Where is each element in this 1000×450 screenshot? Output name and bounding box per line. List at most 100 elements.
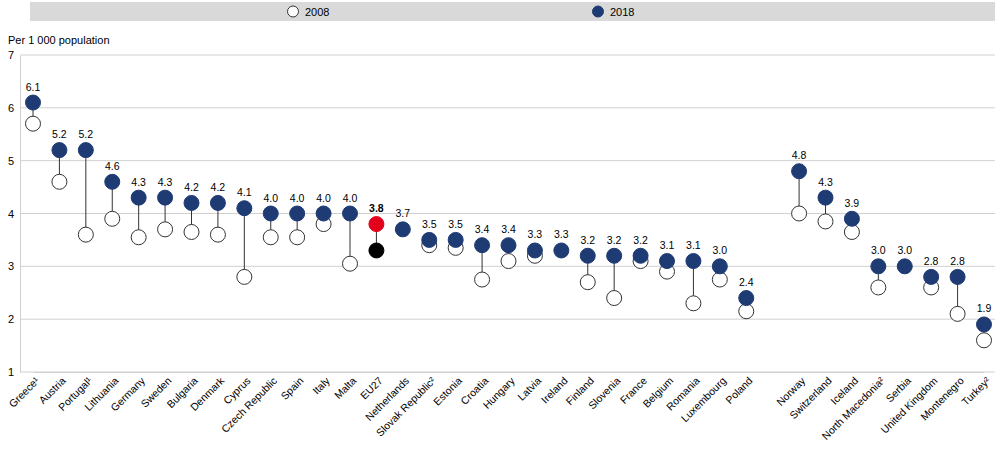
stem: [85, 150, 86, 235]
dot: [739, 291, 754, 306]
data-label: 3.3: [528, 228, 543, 240]
x-tick-label: Slovak Republic²: [373, 374, 438, 439]
data-label: 4.2: [211, 181, 226, 193]
x-axis: Greece¹AustriaPortugal¹LithuaniaGermanyS…: [6, 372, 993, 442]
dot: [131, 190, 146, 205]
dot: [78, 143, 93, 158]
x-tick: Slovenia: [586, 372, 623, 411]
dot: [501, 238, 516, 253]
dot: [237, 269, 252, 284]
x-tick: Estonia: [431, 372, 464, 408]
x-tick-label: Greece¹: [6, 374, 42, 410]
x-tick: Denmark: [188, 372, 227, 413]
data-label: 3.4: [475, 223, 490, 235]
y-tick: 7: [8, 49, 20, 61]
data-label: 4.0: [316, 192, 331, 204]
dot: [712, 259, 727, 274]
dot: [184, 224, 199, 239]
x-tick-label: Spain: [278, 374, 306, 402]
dot: [792, 206, 807, 221]
dot: [580, 248, 595, 263]
y-tick: 1: [8, 366, 20, 378]
data-label: 3.0: [871, 244, 886, 256]
dot: [369, 217, 384, 232]
x-tick: Slovak Republic²: [373, 372, 438, 439]
data-label: 3.1: [660, 239, 675, 251]
y-tick-label: 7: [8, 49, 14, 61]
stem: [244, 208, 245, 277]
legend-label: 2008: [305, 6, 329, 18]
x-tick: Malta: [332, 372, 359, 401]
x-tick-label: Estonia: [431, 374, 464, 407]
x-tick: Spain: [278, 372, 306, 402]
dot: [580, 275, 595, 290]
dot: [263, 230, 278, 245]
dot: [475, 272, 490, 287]
grid-line: [20, 372, 995, 373]
data-label: 4.8: [792, 149, 807, 161]
dot: [924, 269, 939, 284]
dot: [105, 211, 120, 226]
y-axis-title: Per 1 000 population: [8, 34, 110, 46]
stems: [33, 103, 984, 341]
data-label: 6.1: [26, 81, 41, 93]
data-label: 3.0: [897, 244, 912, 256]
dot: [78, 227, 93, 242]
x-tick: Hungary: [480, 372, 517, 411]
dot: [818, 214, 833, 229]
y-tick: 5: [8, 155, 20, 167]
data-label: 2.4: [739, 276, 754, 288]
dot: [131, 230, 146, 245]
data-label: 3.5: [448, 218, 463, 230]
y-tick-label: 1: [8, 366, 14, 378]
data-label: 4.0: [263, 192, 278, 204]
x-tick-label: Denmark: [188, 374, 227, 413]
dot: [158, 222, 173, 237]
dot: [210, 195, 225, 210]
y-tick-label: 5: [8, 155, 14, 167]
dot: [607, 248, 622, 263]
data-label: 3.1: [686, 239, 701, 251]
data-label: 2.8: [924, 255, 939, 267]
data-label: 4.0: [343, 192, 358, 204]
data-label: 2.8: [950, 255, 965, 267]
dot: [52, 174, 67, 189]
dot: [237, 201, 252, 216]
data-label: 3.5: [422, 218, 437, 230]
dot: [527, 243, 542, 258]
data-label: 3.9: [845, 197, 860, 209]
dot: [686, 296, 701, 311]
x-tick-label: Czech Republic: [219, 374, 279, 434]
dot: [475, 238, 490, 253]
legend-marker: [288, 6, 299, 17]
data-label: 3.7: [396, 207, 411, 219]
y-tick: 4: [8, 208, 20, 220]
y-axis: 1234567: [8, 49, 21, 378]
x-tick: Switzerland: [787, 372, 834, 421]
dot: [871, 280, 886, 295]
legend-marker: [593, 6, 604, 17]
data-labels: 6.15.25.24.64.34.34.24.24.14.04.04.04.03…: [26, 81, 992, 315]
y-tick: 3: [8, 260, 20, 272]
dot: [977, 317, 992, 332]
data-label: 3.2: [607, 234, 622, 246]
grid-line: [20, 319, 995, 320]
data-label: 3.8: [369, 202, 384, 214]
x-tick: Montenegro: [918, 372, 966, 422]
data-label: 3.2: [633, 234, 648, 246]
dot: [501, 254, 516, 269]
data-label: 3.2: [580, 234, 595, 246]
data-label: 5.2: [79, 128, 94, 140]
x-tick-label: Malta: [332, 374, 359, 401]
grid-line: [20, 55, 995, 56]
dot: [897, 259, 912, 274]
series-0: [26, 116, 992, 348]
dot: [686, 254, 701, 269]
dot: [210, 227, 225, 242]
x-tick-label: Hungary: [480, 374, 517, 411]
dot: [184, 195, 199, 210]
dot: [369, 243, 384, 258]
legend: 20082018: [30, 2, 995, 21]
dot: [607, 291, 622, 306]
data-label: 5.2: [52, 128, 67, 140]
